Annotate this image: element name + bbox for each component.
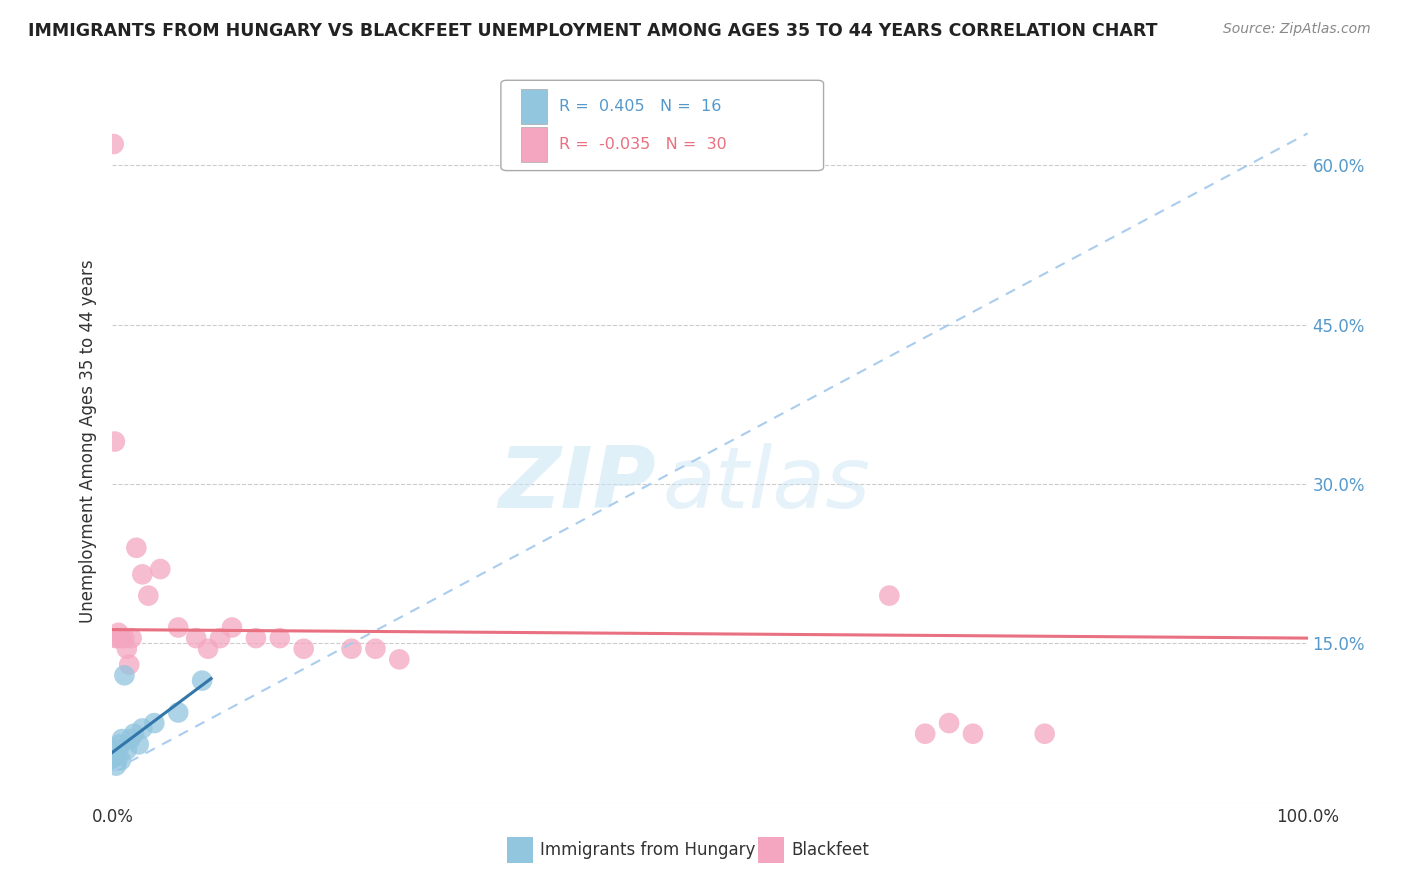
Point: [115, 641, 138, 656]
Text: Blackfeet: Blackfeet: [792, 841, 869, 859]
Point: [121, 631, 143, 645]
FancyBboxPatch shape: [758, 837, 785, 863]
Text: IMMIGRANTS FROM HUNGARY VS BLACKFEET UNEMPLOYMENT AMONG AGES 35 TO 44 YEARS CORR: IMMIGRANTS FROM HUNGARY VS BLACKFEET UNE…: [28, 22, 1157, 40]
Point: [938, 716, 960, 731]
Point: [118, 657, 141, 672]
Point: [104, 753, 127, 767]
Point: [104, 434, 127, 449]
Point: [245, 631, 267, 645]
Y-axis label: Unemployment Among Ages 35 to 44 years: Unemployment Among Ages 35 to 44 years: [79, 260, 97, 624]
Point: [388, 652, 411, 666]
Point: [292, 641, 315, 656]
Point: [103, 136, 125, 151]
Text: ZIP: ZIP: [499, 443, 657, 526]
Text: R =  0.405   N =  16: R = 0.405 N = 16: [560, 99, 721, 114]
Point: [105, 753, 128, 767]
Text: Immigrants from Hungary: Immigrants from Hungary: [540, 841, 755, 859]
Point: [125, 541, 148, 555]
Point: [167, 620, 190, 634]
Point: [111, 732, 134, 747]
Point: [879, 589, 901, 603]
Point: [138, 589, 160, 603]
Point: [962, 727, 984, 741]
Point: [364, 641, 387, 656]
Point: [149, 562, 172, 576]
Point: [111, 631, 134, 645]
FancyBboxPatch shape: [522, 128, 547, 161]
Point: [114, 631, 135, 645]
Point: [122, 727, 145, 741]
Point: [110, 753, 132, 767]
Point: [107, 742, 129, 756]
Text: atlas: atlas: [662, 443, 870, 526]
FancyBboxPatch shape: [522, 89, 547, 124]
Point: [269, 631, 291, 645]
Point: [120, 732, 142, 747]
Point: [209, 631, 232, 645]
Point: [197, 641, 219, 656]
Point: [186, 631, 208, 645]
Text: R =  -0.035   N =  30: R = -0.035 N = 30: [560, 137, 727, 152]
Point: [105, 631, 128, 645]
Point: [105, 758, 128, 772]
FancyBboxPatch shape: [508, 837, 533, 863]
Point: [221, 620, 243, 634]
Point: [115, 742, 138, 756]
Point: [114, 668, 135, 682]
Point: [167, 706, 190, 720]
Point: [340, 641, 363, 656]
Point: [108, 737, 131, 751]
Point: [914, 727, 936, 741]
Point: [107, 625, 129, 640]
Point: [143, 716, 166, 731]
Point: [131, 722, 153, 736]
Point: [105, 631, 128, 645]
Point: [128, 737, 150, 751]
Point: [131, 567, 153, 582]
Point: [191, 673, 214, 688]
Point: [1033, 727, 1056, 741]
Text: Source: ZipAtlas.com: Source: ZipAtlas.com: [1223, 22, 1371, 37]
FancyBboxPatch shape: [501, 80, 824, 170]
